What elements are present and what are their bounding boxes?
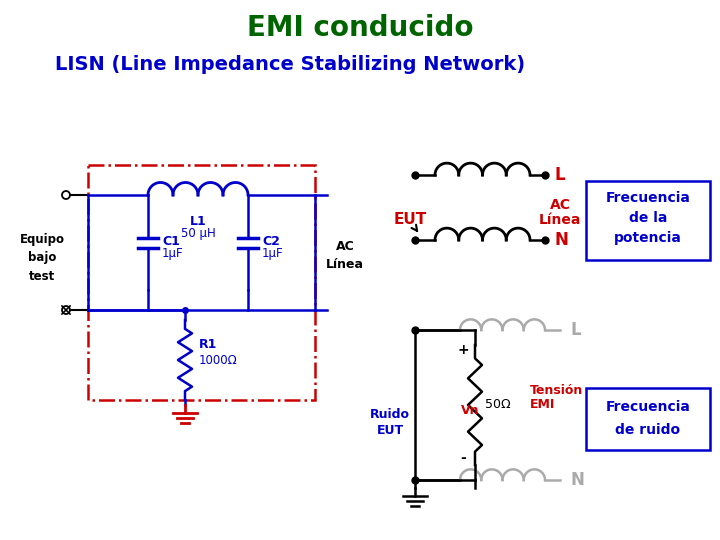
Text: AC: AC: [549, 198, 570, 212]
Text: EUT: EUT: [393, 213, 427, 227]
Text: R1: R1: [199, 339, 217, 352]
Text: 1000Ω: 1000Ω: [199, 354, 238, 367]
Text: Equipo
bajo
test: Equipo bajo test: [19, 233, 65, 282]
Text: Línea: Línea: [539, 213, 581, 227]
Text: EMI: EMI: [530, 399, 555, 411]
Text: potencia: potencia: [614, 231, 682, 245]
FancyBboxPatch shape: [586, 181, 710, 260]
FancyBboxPatch shape: [586, 388, 710, 450]
Text: de la: de la: [629, 211, 667, 225]
Text: Vn: Vn: [461, 403, 480, 416]
Text: Frecuencia: Frecuencia: [606, 191, 690, 205]
Text: -: -: [460, 451, 466, 465]
Text: AC
Línea: AC Línea: [326, 240, 364, 271]
Text: LISN (Line Impedance Stabilizing Network): LISN (Line Impedance Stabilizing Network…: [55, 56, 525, 75]
Text: L1: L1: [189, 215, 207, 228]
Text: +: +: [457, 343, 469, 357]
Text: EMI conducido: EMI conducido: [247, 14, 473, 42]
Text: 50 μH: 50 μH: [181, 227, 215, 240]
Text: 1μF: 1μF: [262, 247, 284, 260]
Text: C1: C1: [162, 235, 180, 248]
Text: Ruido: Ruido: [370, 408, 410, 422]
Text: C2: C2: [262, 235, 280, 248]
Text: 50Ω: 50Ω: [485, 399, 510, 411]
Text: Frecuencia: Frecuencia: [606, 400, 690, 414]
Text: N: N: [555, 231, 569, 249]
Text: 1μF: 1μF: [162, 247, 184, 260]
Text: de ruido: de ruido: [616, 423, 680, 437]
Text: Tensión: Tensión: [530, 383, 583, 396]
Text: N: N: [570, 471, 584, 489]
Text: L: L: [555, 166, 566, 184]
Text: L: L: [570, 321, 580, 339]
Text: EUT: EUT: [377, 423, 404, 436]
